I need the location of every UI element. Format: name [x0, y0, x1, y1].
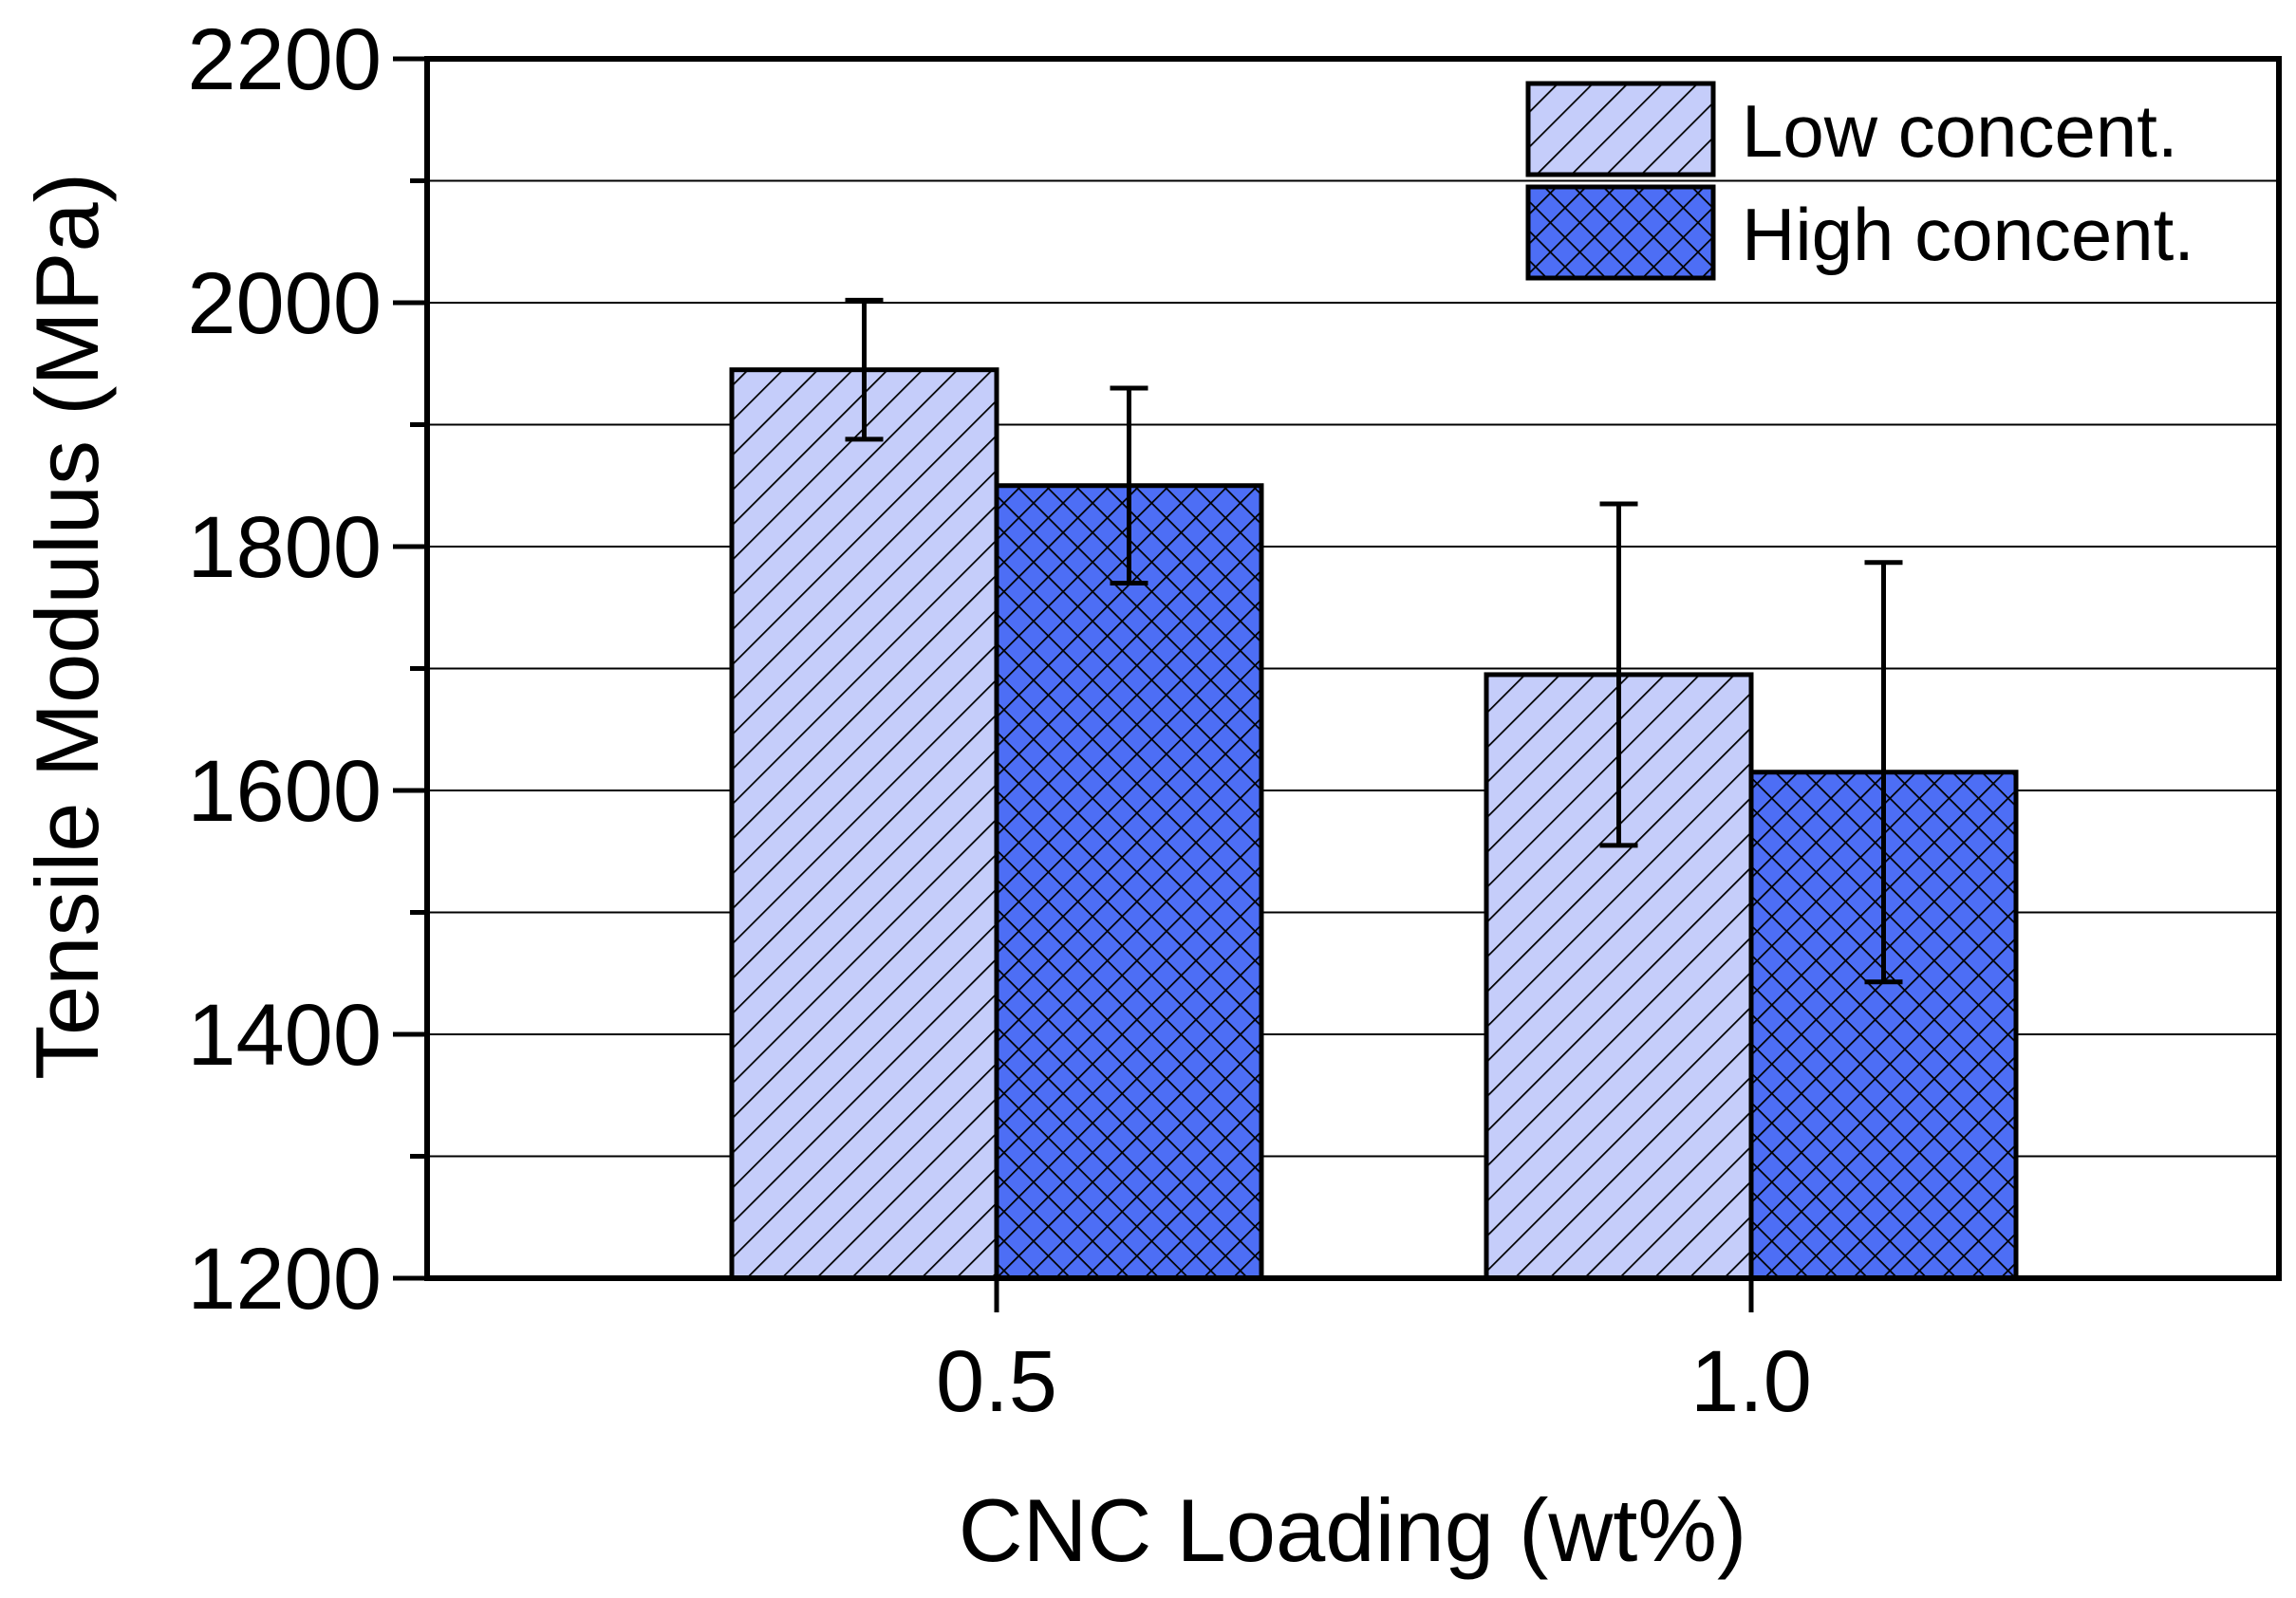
y-tick-label: 1200: [187, 1231, 382, 1328]
x-tick-label: 1.0: [1690, 1333, 1812, 1430]
legend-swatch-high: [1525, 184, 1716, 281]
y-tick-label: 1600: [187, 743, 382, 840]
y-axis-title: Tensile Modulus (MPa): [17, 173, 117, 1080]
y-tick-label: 1800: [187, 499, 382, 596]
legend-label-high: High concent.: [1742, 193, 2194, 276]
x-tick-label: 0.5: [936, 1333, 1057, 1430]
y-tick-labels: 1200 1400 1600 1800 2000 2200: [187, 11, 382, 1328]
legend-swatch-low: [1525, 81, 1716, 177]
legend-label-low: Low concent.: [1742, 89, 2178, 173]
axis-ticks: [393, 56, 1754, 1312]
bar-high-0.5: [994, 483, 1264, 1281]
x-tick-labels: 0.5 1.0: [936, 1333, 1812, 1430]
bars: [729, 367, 2019, 1281]
y-tick-label: 2000: [187, 255, 382, 352]
y-tick-label: 2200: [187, 11, 382, 108]
legend: Low concent. High concent.: [1525, 81, 2194, 281]
error-bars: [845, 297, 1903, 985]
x-axis-title: CNC Loading (wt%): [959, 1480, 1747, 1580]
bar-low-0.5: [729, 367, 999, 1281]
y-tick-label: 1400: [187, 987, 382, 1084]
